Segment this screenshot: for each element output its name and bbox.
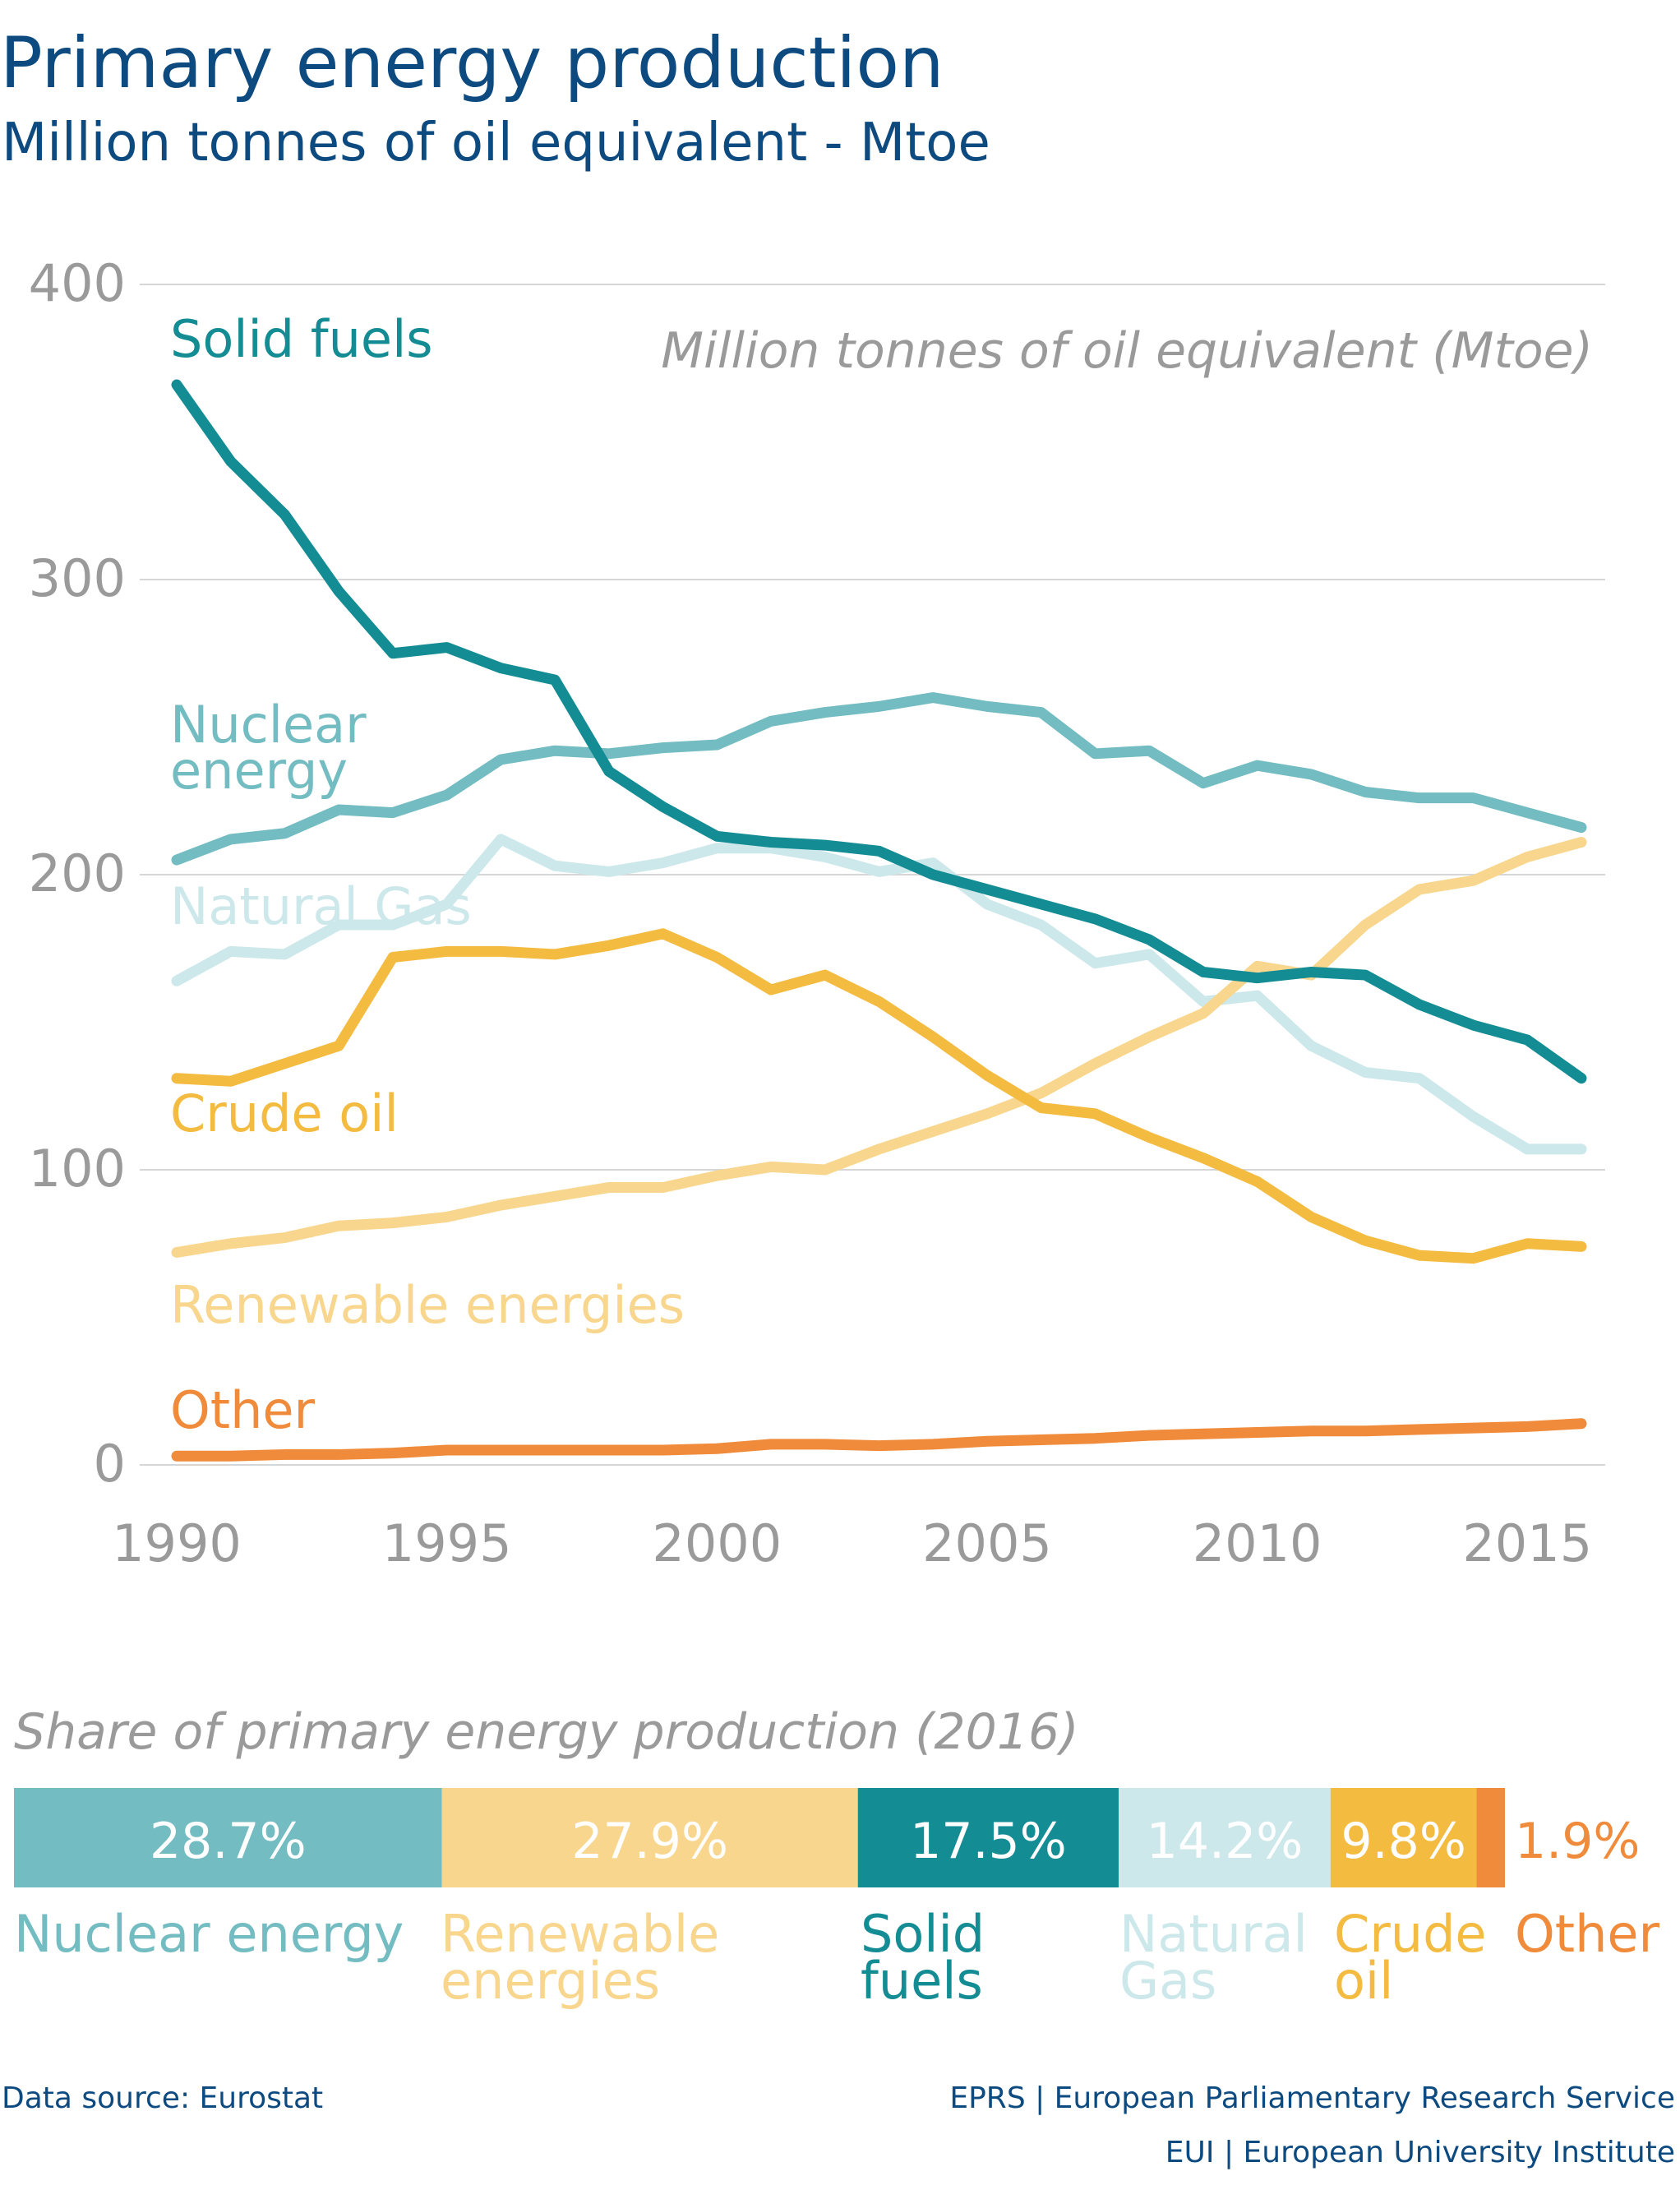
share-segment (1330, 1788, 1477, 1887)
unit-annotation: Million tonnes of oil equivalent (Mtoe) (661, 322, 1593, 380)
share-legend-label: oil (1334, 1951, 1393, 2011)
share-value-label: 28.7% (150, 1813, 307, 1870)
y-tick-label: 200 (29, 843, 126, 903)
x-tick-label: 2005 (922, 1513, 1052, 1573)
x-axis: 1990 1995 2000 2005 2010 2015 (112, 1513, 1592, 1573)
share-chart-title: Share of primary energy production (2016… (14, 1703, 1079, 1761)
share-legend-label: energies (441, 1951, 660, 2011)
share-legend-label: Other (1515, 1904, 1660, 1964)
series-line-other (171, 1418, 1587, 1462)
y-tick-label: 100 (29, 1139, 126, 1199)
share-value-label: 1.9% (1515, 1813, 1640, 1870)
series-line-natural-gas (171, 834, 1587, 1155)
credit-eprs: EPRS | European Parliamentary Research S… (949, 2081, 1675, 2115)
share-value-label: 14.2% (1147, 1813, 1304, 1870)
share-segment (1476, 1788, 1505, 1887)
share-stacked-bar: 28.7% 27.9% 17.5% 14.2% 9.8% 1.9% (14, 1788, 1640, 1887)
share-legend-label: Nuclear energy (14, 1904, 404, 1964)
x-tick-label: 1990 (112, 1513, 242, 1573)
series-line-crude-oil (171, 928, 1587, 1264)
y-axis: 0 100 200 300 400 (29, 253, 126, 1494)
x-tick-label: 2015 (1462, 1513, 1592, 1573)
share-value-label: 17.5% (910, 1813, 1067, 1870)
page-subtitle: Million tonnes of oil equivalent - Mtoe (2, 113, 990, 173)
series-label: energy (170, 741, 348, 801)
share-legend-label: Crude (1334, 1904, 1487, 1964)
y-tick-label: 400 (29, 253, 126, 313)
series-label: Natural Gas (170, 876, 472, 936)
credit-eui: EUI | European University Institute (1165, 2136, 1675, 2169)
y-tick-label: 0 (94, 1434, 126, 1494)
share-legend-label: Renewable (441, 1904, 719, 1964)
series-label: Solid fuels (170, 309, 433, 369)
data-source: Data source: Eurostat (2, 2081, 323, 2115)
line-series (171, 379, 1587, 1462)
share-legend-label: fuels (861, 1951, 983, 2011)
series-line-nuclear-energy (171, 692, 1587, 866)
y-tick-label: 300 (29, 548, 126, 608)
share-segment (441, 1788, 858, 1887)
series-line-renewable-energies (171, 837, 1587, 1259)
share-segment (14, 1788, 442, 1887)
x-tick-label: 2000 (652, 1513, 782, 1573)
series-label: Crude oil (170, 1083, 399, 1143)
page-title: Primary energy production (0, 22, 944, 104)
x-tick-label: 2010 (1193, 1513, 1322, 1573)
series-line-solid-fuels (171, 379, 1587, 1084)
series-label: Renewable energies (170, 1275, 685, 1335)
share-legend-label: Natural (1119, 1904, 1308, 1964)
series-label: Other (170, 1380, 316, 1440)
share-segment (857, 1788, 1119, 1887)
x-tick-label: 1995 (382, 1513, 512, 1573)
share-segment (1119, 1788, 1331, 1887)
share-legend-label: Solid (861, 1904, 985, 1964)
series-label: Nuclear (170, 695, 367, 755)
share-value-label: 27.9% (571, 1813, 728, 1870)
share-legend-label: Gas (1119, 1951, 1216, 2011)
share-value-label: 9.8% (1341, 1813, 1465, 1870)
